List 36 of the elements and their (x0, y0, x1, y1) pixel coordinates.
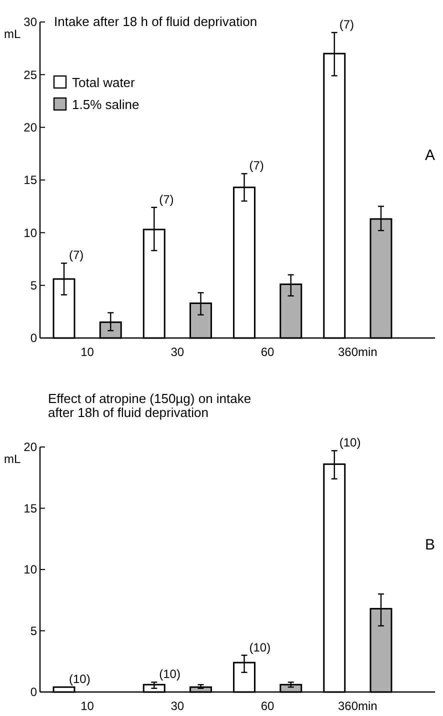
y-tick-label: 25 (24, 68, 38, 82)
x-tick-label: 360min (338, 345, 378, 359)
chart-title: Effect of atropine (150µg) on intake after 18h of fluid deprivation (48, 391, 252, 420)
x-tick-label: 10 (80, 345, 94, 359)
annotation: (7) (249, 158, 264, 173)
annotation: (10) (69, 672, 90, 686)
y-tick-label: 0 (30, 685, 38, 700)
x-tick-label: 60 (260, 345, 275, 359)
annotation: (7) (69, 248, 84, 262)
x-tick-label: 360min (338, 699, 378, 713)
y-tick-label: 10 (24, 226, 38, 240)
annotation: B (425, 536, 436, 554)
annotation: (10) (159, 667, 180, 682)
x-tick-label: 30 (170, 699, 184, 713)
y-axis-title: mL (4, 452, 21, 466)
y-tick-label: 5 (30, 278, 38, 293)
y-tick-label: 15 (24, 173, 38, 188)
annotation: (10) (249, 640, 271, 654)
x-tick-label: 10 (80, 699, 94, 713)
x-tick-label: 30 (170, 345, 184, 359)
x-tick-label: 60 (260, 699, 275, 713)
annotation: A (425, 147, 436, 164)
y-tick-label: 15 (24, 501, 38, 516)
y-tick-label: 20 (24, 440, 38, 454)
legend-label: Total water (72, 75, 136, 90)
annotation: (10) (339, 436, 361, 450)
y-tick-label: 20 (24, 120, 38, 135)
y-tick-label: 30 (24, 15, 38, 30)
y-tick-label: 10 (24, 562, 38, 577)
y-tick-label: 5 (30, 624, 38, 638)
annotation: (7) (159, 192, 174, 206)
legend-label: 1.5% saline (72, 97, 140, 112)
y-tick-label: 0 (30, 331, 38, 346)
chart-title: Intake after 18 h of fluid deprivation (54, 14, 258, 29)
annotation: (7) (339, 18, 354, 32)
y-axis-title: mL (4, 27, 21, 41)
